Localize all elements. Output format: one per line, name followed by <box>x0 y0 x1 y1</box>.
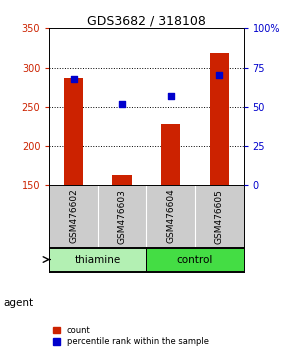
Text: GSM476605: GSM476605 <box>215 189 224 244</box>
Point <box>120 101 124 107</box>
Bar <box>49 248 146 271</box>
Bar <box>161 124 180 185</box>
Text: GSM476602: GSM476602 <box>69 189 78 244</box>
Point <box>168 93 173 99</box>
Text: GSM476604: GSM476604 <box>166 189 175 244</box>
Point <box>217 73 222 78</box>
Legend: count, percentile rank within the sample: count, percentile rank within the sample <box>53 326 209 346</box>
Point <box>71 76 76 81</box>
Text: control: control <box>177 255 213 264</box>
Text: agent: agent <box>3 298 33 308</box>
Title: GDS3682 / 318108: GDS3682 / 318108 <box>87 14 206 27</box>
Bar <box>210 53 229 185</box>
Bar <box>113 175 132 185</box>
Text: GSM476603: GSM476603 <box>118 189 127 244</box>
Bar <box>146 248 244 271</box>
Bar <box>64 78 83 185</box>
Text: thiamine: thiamine <box>75 255 121 264</box>
